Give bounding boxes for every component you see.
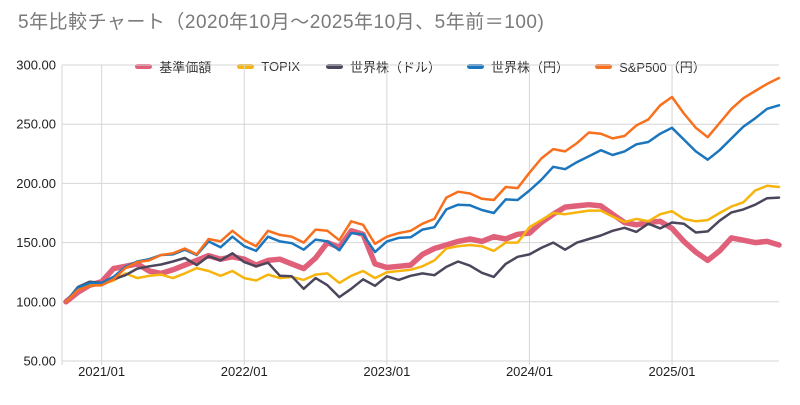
legend-item[interactable]: 世界株（ドル） xyxy=(326,57,441,76)
series-line-S&P500（円） xyxy=(64,76,781,304)
y-axis-label: 200.00 xyxy=(16,176,56,191)
legend-swatch xyxy=(467,63,485,69)
legend-item[interactable]: S&P500（円） xyxy=(595,57,706,76)
legend-swatch xyxy=(326,63,344,69)
y-axis-label: 250.00 xyxy=(16,117,56,132)
x-axis-label: 2023/01 xyxy=(363,364,410,379)
legend-item[interactable]: 基準価額 xyxy=(135,57,211,76)
y-axis-label: 50.00 xyxy=(23,354,56,369)
legend-label: S&P500（円） xyxy=(619,59,706,75)
series-line-TOPIX xyxy=(64,184,781,304)
legend-label: 世界株（円） xyxy=(491,59,570,75)
x-axis-label: 2024/01 xyxy=(506,364,553,379)
chart-legend: 基準価額 TOPIX 世界株（ドル） 世界株（円） S&P500（円） xyxy=(62,56,779,76)
legend-item[interactable]: 世界株（円） xyxy=(467,57,569,76)
series-line-世界株（ドル） xyxy=(64,196,781,304)
legend-label: 基準価額 xyxy=(159,59,212,75)
y-axis-label: 150.00 xyxy=(16,235,56,250)
legend-swatch xyxy=(595,63,613,69)
legend-swatch xyxy=(237,63,255,69)
legend-item[interactable]: TOPIX xyxy=(237,59,300,74)
series-line-基準価額 xyxy=(63,201,782,305)
legend-swatch xyxy=(135,63,153,69)
y-axis-label: 100.00 xyxy=(16,294,56,309)
legend-label: TOPIX xyxy=(261,58,301,74)
legend-label: 世界株（ドル） xyxy=(350,59,442,75)
chart-title: 5年比較チャート（2020年10月〜2025年10月、5年前＝100) xyxy=(18,12,545,33)
x-axis-label: 2022/01 xyxy=(221,364,268,379)
x-axis-label: 2025/01 xyxy=(649,364,696,379)
y-axis-label: 300.00 xyxy=(16,58,56,73)
x-axis-label: 2021/01 xyxy=(78,364,125,379)
